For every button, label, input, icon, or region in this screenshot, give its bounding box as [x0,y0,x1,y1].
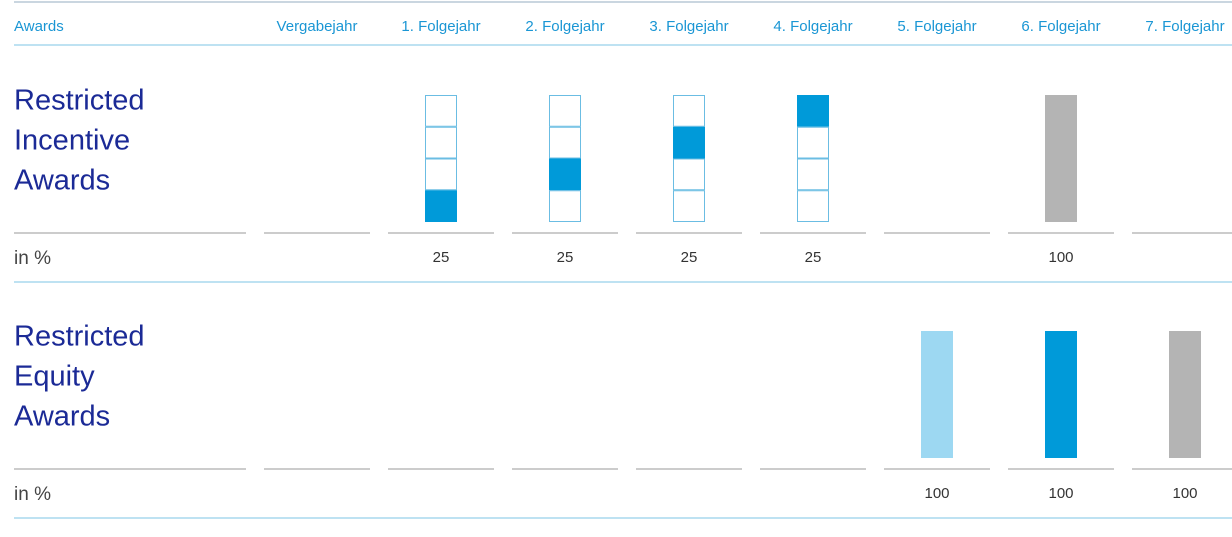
column-header: Vergabejahr [277,18,358,35]
column-header: 6. Folgejahr [1021,18,1100,35]
column-header: 2. Folgejahr [525,18,604,35]
section-title: Restricted [14,85,145,117]
section-title: Awards [14,401,110,433]
empty-segment [673,190,705,222]
filled-segment [425,190,457,222]
empty-segment [673,95,705,127]
section-title: Incentive [14,125,130,157]
empty-segment [673,158,705,191]
bar [1169,331,1201,458]
empty-segment [549,126,581,159]
empty-segment [797,158,829,191]
empty-segment [797,126,829,159]
section-title: Restricted [14,321,145,353]
section-title: Equity [14,361,95,393]
filled-segment [797,95,829,127]
value-label: 100 [1172,485,1197,502]
column-header: 3. Folgejahr [649,18,728,35]
empty-segment [425,95,457,127]
column-header: 4. Folgejahr [773,18,852,35]
filled-segment [549,158,581,191]
column-header: 1. Folgejahr [401,18,480,35]
filled-segment [673,126,705,159]
bar [1045,331,1077,458]
empty-segment [549,95,581,127]
value-label: 25 [805,249,822,266]
value-label: 100 [924,485,949,502]
empty-segment [425,126,457,159]
empty-segment [797,190,829,222]
value-label: 25 [433,249,450,266]
bar [921,331,953,458]
column-header: 7. Folgejahr [1145,18,1224,35]
section-title: Awards [14,165,110,197]
empty-segment [425,158,457,191]
unit-label: in % [14,248,51,269]
value-label: 100 [1048,249,1073,266]
value-label: 25 [557,249,574,266]
unit-label: in % [14,484,51,505]
column-header: 5. Folgejahr [897,18,976,35]
value-label: 100 [1048,485,1073,502]
empty-segment [549,190,581,222]
value-label: 25 [681,249,698,266]
bar [1045,95,1077,222]
header-title: Awards [14,18,64,35]
